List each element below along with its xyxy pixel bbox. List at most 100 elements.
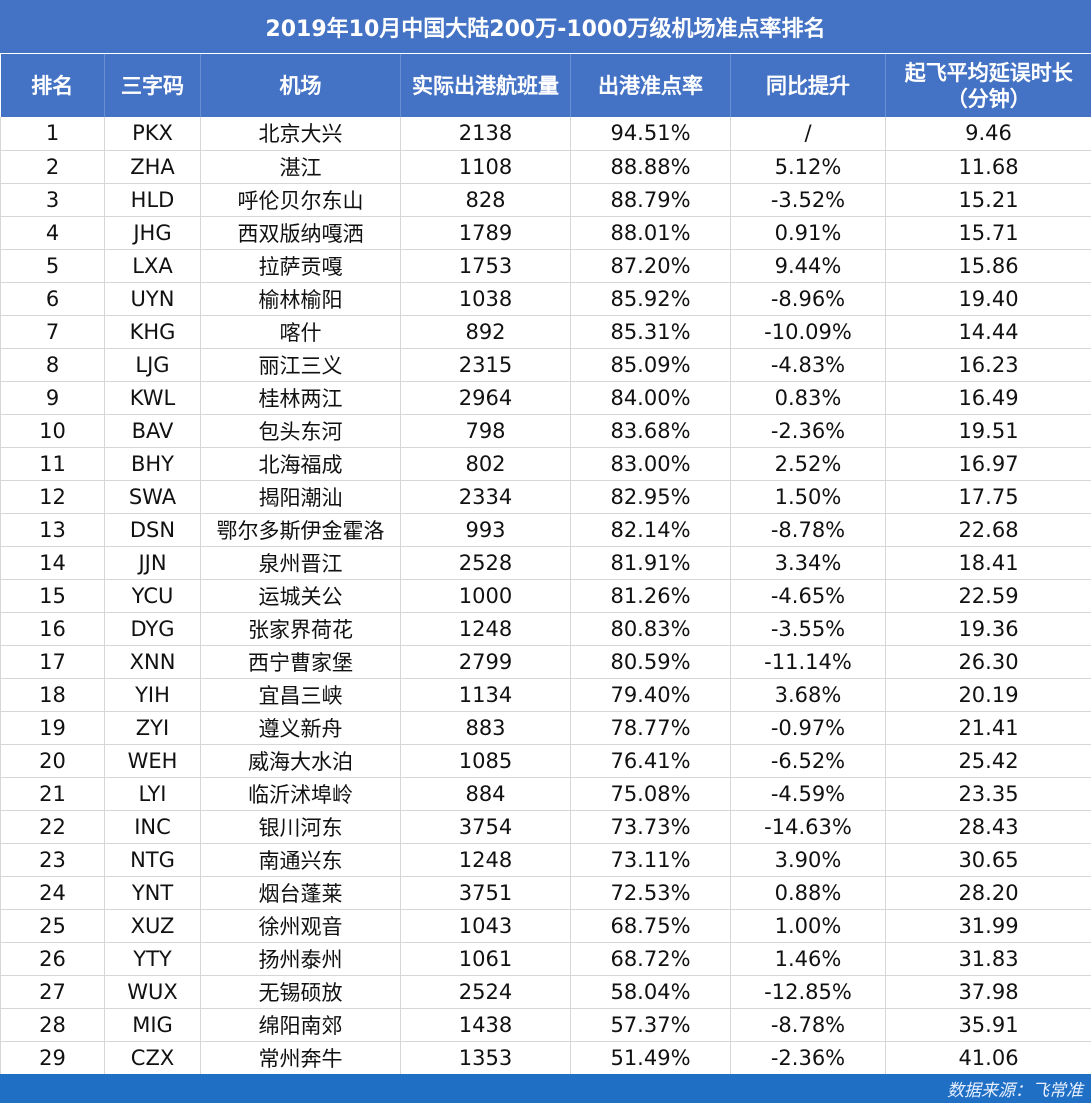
table-row: 25 XUZ 徐州观音 1043 68.75% 1.00% 31.99: [0, 909, 1091, 943]
delay-cell: 16.49: [885, 381, 1091, 415]
table-row: 16 DYG 张家界荷花 1248 80.83% -3.55% 19.36: [0, 612, 1091, 646]
departures-cell: 884: [400, 777, 571, 811]
yoy-cell: -6.52%: [730, 744, 886, 778]
table-row: 1 PKX 北京大兴 2138 94.51%/9.46: [0, 117, 1091, 151]
ontime-cell: 83.68%: [570, 414, 731, 448]
yoy-cell: -8.96%: [730, 282, 886, 316]
yoy-cell: 3.68%: [730, 678, 886, 712]
ontime-cell: 83.00%: [570, 447, 731, 481]
ontime-cell: 80.83%: [570, 612, 731, 646]
ontime-cell: 57.37%: [570, 1008, 731, 1042]
departures-cell: 2138: [400, 117, 571, 151]
departures-cell: 1353: [400, 1041, 571, 1075]
yoy-cell: -4.59%: [730, 777, 886, 811]
delay-cell: 16.97: [885, 447, 1091, 481]
yoy-cell: 3.90%: [730, 843, 886, 877]
delay-cell: 18.41: [885, 546, 1091, 580]
delay-cell: 15.21: [885, 183, 1091, 217]
yoy-cell: -11.14%: [730, 645, 886, 679]
departures-cell: 993: [400, 513, 571, 547]
header-avg-delay: 起飞平均延误时长 （分钟）: [885, 54, 1091, 117]
rank-cell: 26: [0, 942, 105, 976]
table-body: 1 PKX 北京大兴 2138 94.51%/9.46 2 ZHA 湛江 1108 88.88% 5…: [0, 117, 1091, 1075]
delay-cell: 19.36: [885, 612, 1091, 646]
rank-cell: 24: [0, 876, 105, 910]
airport-cell: 榆林榆阳: [200, 282, 401, 316]
rank-cell: 27: [0, 975, 105, 1009]
table-row: 4 JHG 西双版纳嘎洒 1789 88.01% 0.91% 15.71: [0, 216, 1091, 250]
departures-cell: 883: [400, 711, 571, 745]
airport-cell: 扬州泰州: [200, 942, 401, 976]
departures-cell: 892: [400, 315, 571, 349]
airport-cell: 张家界荷花: [200, 612, 401, 646]
rank-cell: 17: [0, 645, 105, 679]
rank-cell: 22: [0, 810, 105, 844]
table-row: 23 NTG 南通兴东 1248 73.11% 3.90% 30.65: [0, 843, 1091, 877]
delay-cell: 15.71: [885, 216, 1091, 250]
rank-cell: 25: [0, 909, 105, 943]
ontime-cell: 85.92%: [570, 282, 731, 316]
departures-cell: 2528: [400, 546, 571, 580]
delay-cell: 16.23: [885, 348, 1091, 382]
code-cell: BHY: [104, 447, 201, 481]
table-row: 22 INC 银川河东 3754 73.73% -14.63% 28.43: [0, 810, 1091, 844]
ontime-cell: 76.41%: [570, 744, 731, 778]
departures-cell: 2799: [400, 645, 571, 679]
code-cell: LYI: [104, 777, 201, 811]
source-footer: 数据来源：飞常准: [0, 1074, 1091, 1103]
ontime-cell: 85.31%: [570, 315, 731, 349]
ontime-cell: 79.40%: [570, 678, 731, 712]
yoy-cell: 3.34%: [730, 546, 886, 580]
departures-cell: 802: [400, 447, 571, 481]
ontime-cell: 51.49%: [570, 1041, 731, 1075]
code-cell: JHG: [104, 216, 201, 250]
ontime-cell: 80.59%: [570, 645, 731, 679]
ontime-cell: 72.53%: [570, 876, 731, 910]
airport-cell: 遵义新舟: [200, 711, 401, 745]
delay-cell: 31.99: [885, 909, 1091, 943]
delay-cell: 9.46: [885, 117, 1091, 151]
table-row: 19 ZYI 遵义新舟 883 78.77% -0.97% 21.41: [0, 711, 1091, 745]
table-row: 18 YIH 宜昌三峡 1134 79.40% 3.68% 20.19: [0, 678, 1091, 712]
table-row: 8 LJG 丽江三义 2315 85.09% -4.83% 16.23: [0, 348, 1091, 382]
airport-cell: 银川河东: [200, 810, 401, 844]
airport-cell: 绵阳南郊: [200, 1008, 401, 1042]
departures-cell: 1438: [400, 1008, 571, 1042]
delay-cell: 28.20: [885, 876, 1091, 910]
ontime-cell: 75.08%: [570, 777, 731, 811]
rank-cell: 6: [0, 282, 105, 316]
code-cell: CZX: [104, 1041, 201, 1075]
code-cell: WUX: [104, 975, 201, 1009]
yoy-cell: -3.52%: [730, 183, 886, 217]
ontime-cell: 88.01%: [570, 216, 731, 250]
delay-cell: 11.68: [885, 150, 1091, 184]
airport-cell: 鄂尔多斯伊金霍洛: [200, 513, 401, 547]
yoy-cell: 0.91%: [730, 216, 886, 250]
code-cell: WEH: [104, 744, 201, 778]
delay-cell: 14.44: [885, 315, 1091, 349]
code-cell: YIH: [104, 678, 201, 712]
delay-cell: 15.86: [885, 249, 1091, 283]
rank-cell: 9: [0, 381, 105, 415]
airport-cell: 运城关公: [200, 579, 401, 613]
table-row: 21 LYI 临沂沭埠岭 884 75.08% -4.59% 23.35: [0, 777, 1091, 811]
yoy-cell: 0.83%: [730, 381, 886, 415]
rank-cell: 4: [0, 216, 105, 250]
yoy-cell: -3.55%: [730, 612, 886, 646]
yoy-cell: -8.78%: [730, 513, 886, 547]
departures-cell: 828: [400, 183, 571, 217]
ontime-cell: 88.88%: [570, 150, 731, 184]
table-row: 2 ZHA 湛江 1108 88.88% 5.12% 11.68: [0, 150, 1091, 184]
code-cell: ZYI: [104, 711, 201, 745]
table-row: 28 MIG 绵阳南郊 1438 57.37% -8.78% 35.91: [0, 1008, 1091, 1042]
code-cell: XUZ: [104, 909, 201, 943]
departures-cell: 1085: [400, 744, 571, 778]
table-row: 10 BAV 包头东河 798 83.68% -2.36% 19.51: [0, 414, 1091, 448]
delay-cell: 28.43: [885, 810, 1091, 844]
delay-cell: 19.40: [885, 282, 1091, 316]
delay-cell: 30.65: [885, 843, 1091, 877]
airport-cell: 常州奔牛: [200, 1041, 401, 1075]
yoy-cell: -2.36%: [730, 1041, 886, 1075]
table-row: 12 SWA 揭阳潮汕 2334 82.95% 1.50% 17.75: [0, 480, 1091, 514]
yoy-cell: 1.46%: [730, 942, 886, 976]
